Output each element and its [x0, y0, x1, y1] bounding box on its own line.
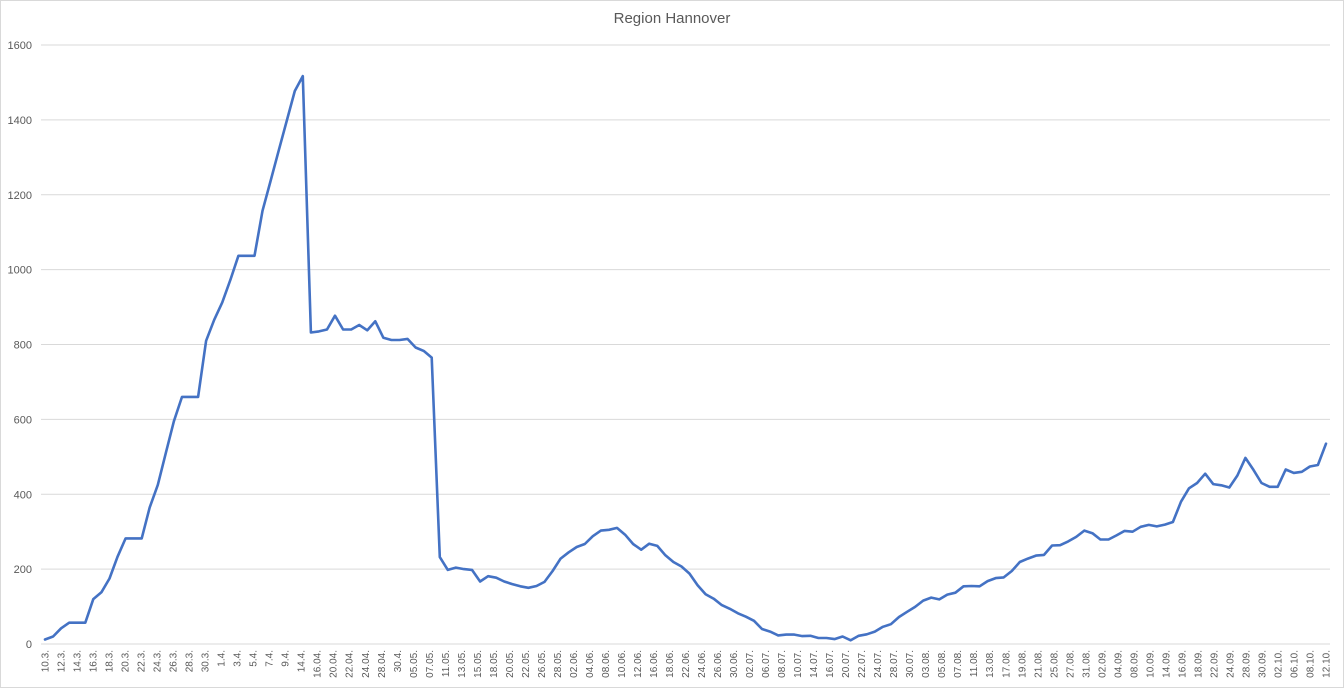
x-tick-label: 10.09. — [1145, 650, 1156, 678]
x-tick-label: 18.3. — [105, 650, 116, 672]
x-tick-label: 16.06. — [649, 650, 660, 678]
x-tick-label: 16.07. — [825, 650, 836, 678]
x-axis-tick-labels: 10.3. 12.3. 14.3. 16.3. 18.3. 20.3. 22.3. 24.3.… — [41, 650, 1333, 678]
x-tick-label: 21.08. — [1033, 650, 1044, 678]
x-tick-label: 10.06. — [617, 650, 628, 678]
x-tick-label: 08.09. — [1129, 650, 1140, 678]
x-tick-label: 28.3. — [185, 650, 196, 672]
x-tick-label: 22.06. — [681, 650, 692, 678]
x-tick-label: 12.3. — [57, 650, 68, 672]
x-tick-label: 12.06. — [633, 650, 644, 678]
x-tick-label: 02.09. — [1097, 650, 1108, 678]
x-tick-label: 16.3. — [89, 650, 100, 672]
x-tick-label: 24.3. — [153, 650, 164, 672]
x-tick-label: 02.07. — [745, 650, 756, 678]
x-tick-label: 28.05. — [553, 650, 564, 678]
x-tick-label: 08.10. — [1305, 650, 1316, 678]
x-tick-label: 18.05. — [489, 650, 500, 678]
x-tick-label: 12.10. — [1322, 650, 1333, 678]
x-tick-label: 18.09. — [1193, 650, 1204, 678]
x-tick-label: 02.06. — [569, 650, 580, 678]
x-tick-label: 22.04. — [345, 650, 356, 678]
x-tick-label: 28.09. — [1241, 650, 1252, 678]
x-tick-label: 3.4. — [233, 650, 244, 667]
x-tick-label: 16.09. — [1177, 650, 1188, 678]
y-tick-label: 1600 — [8, 40, 32, 52]
x-tick-label: 11.08. — [969, 650, 980, 677]
x-tick-label: 03.08. — [921, 650, 932, 678]
x-tick-label: 26.06. — [713, 650, 724, 678]
y-tick-label: 1200 — [8, 190, 32, 202]
x-tick-label: 19.08. — [1017, 650, 1028, 678]
x-tick-label: 06.07. — [761, 650, 772, 678]
x-tick-label: 06.10. — [1289, 650, 1300, 678]
y-tick-label: 800 — [14, 340, 32, 352]
x-tick-label: 22.07. — [857, 650, 868, 678]
x-tick-label: 26.05. — [537, 650, 548, 678]
gridlines — [41, 44, 1330, 645]
x-tick-label: 30.06. — [729, 650, 740, 678]
x-tick-label: 25.08. — [1049, 650, 1060, 678]
y-tick-label: 0 — [26, 639, 32, 651]
y-tick-label: 600 — [14, 414, 32, 426]
x-tick-label: 24.09. — [1225, 650, 1236, 678]
x-tick-label: 05.08. — [937, 650, 948, 678]
y-tick-label: 1400 — [8, 115, 32, 127]
x-tick-label: 28.04. — [377, 650, 388, 678]
x-tick-label: 02.10. — [1273, 650, 1284, 678]
data-points — [45, 76, 1326, 640]
x-tick-label: 20.3. — [121, 650, 132, 672]
x-tick-label: 08.06. — [601, 650, 612, 678]
x-tick-label: 30.4. — [393, 650, 404, 672]
x-tick-label: 26.3. — [169, 650, 180, 672]
y-tick-label: 200 — [14, 564, 32, 576]
x-tick-label: 15.05. — [473, 650, 484, 678]
x-tick-label: 07.08. — [953, 650, 964, 678]
x-tick-label: 30.09. — [1257, 650, 1268, 678]
x-tick-label: 04.09. — [1113, 650, 1124, 678]
x-tick-label: 27.08. — [1065, 650, 1076, 678]
data-series-line — [43, 74, 1328, 642]
x-tick-label: 10.07. — [793, 650, 804, 678]
x-tick-label: 24.04. — [361, 650, 372, 678]
x-tick-label: 7.4. — [265, 650, 276, 667]
x-tick-label: 20.04. — [329, 650, 340, 678]
x-tick-label: 1.4. — [217, 650, 228, 667]
x-tick-label: 11.05. — [441, 650, 452, 677]
x-tick-label: 07.05. — [425, 650, 436, 678]
chart-title: Region Hannover — [613, 10, 731, 27]
x-tick-label: 13.05. — [457, 650, 468, 678]
x-tick-label: 05.05. — [409, 650, 420, 678]
x-tick-label: 14.4. — [297, 650, 308, 672]
x-tick-label: 24.06. — [697, 650, 708, 678]
x-tick-label: 14.3. — [73, 650, 84, 672]
x-tick-label: 9.4. — [281, 650, 292, 667]
x-tick-label: 17.08. — [1001, 650, 1012, 678]
y-tick-label: 400 — [14, 489, 32, 501]
x-tick-label: 20.07. — [841, 650, 852, 678]
x-tick-label: 04.06. — [585, 650, 596, 678]
x-tick-label: 31.08. — [1081, 650, 1092, 678]
x-tick-label: 30.07. — [905, 650, 916, 678]
x-tick-label: 24.07. — [873, 650, 884, 678]
x-tick-label: 22.05. — [521, 650, 532, 678]
x-tick-label: 18.06. — [665, 650, 676, 678]
x-tick-label: 20.05. — [505, 650, 516, 678]
x-tick-label: 13.08. — [985, 650, 996, 678]
x-tick-label: 30.3. — [201, 650, 212, 672]
series-line — [43, 74, 1328, 642]
x-tick-label: 16.04. — [313, 650, 324, 678]
x-tick-label: 14.07. — [809, 650, 820, 678]
y-axis-tick-labels: 0 200 400 600 800 1000 1200 1400 1600 — [8, 40, 32, 651]
y-tick-label: 1000 — [8, 265, 32, 277]
x-tick-label: 28.07. — [889, 650, 900, 678]
x-tick-label: 14.09. — [1161, 650, 1172, 678]
x-tick-label: 5.4. — [249, 650, 260, 667]
x-tick-label: 22.09. — [1209, 650, 1220, 678]
x-tick-label: 10.3. — [41, 650, 52, 672]
x-tick-label: 08.07. — [777, 650, 788, 678]
x-tick-label: 22.3. — [137, 650, 148, 672]
